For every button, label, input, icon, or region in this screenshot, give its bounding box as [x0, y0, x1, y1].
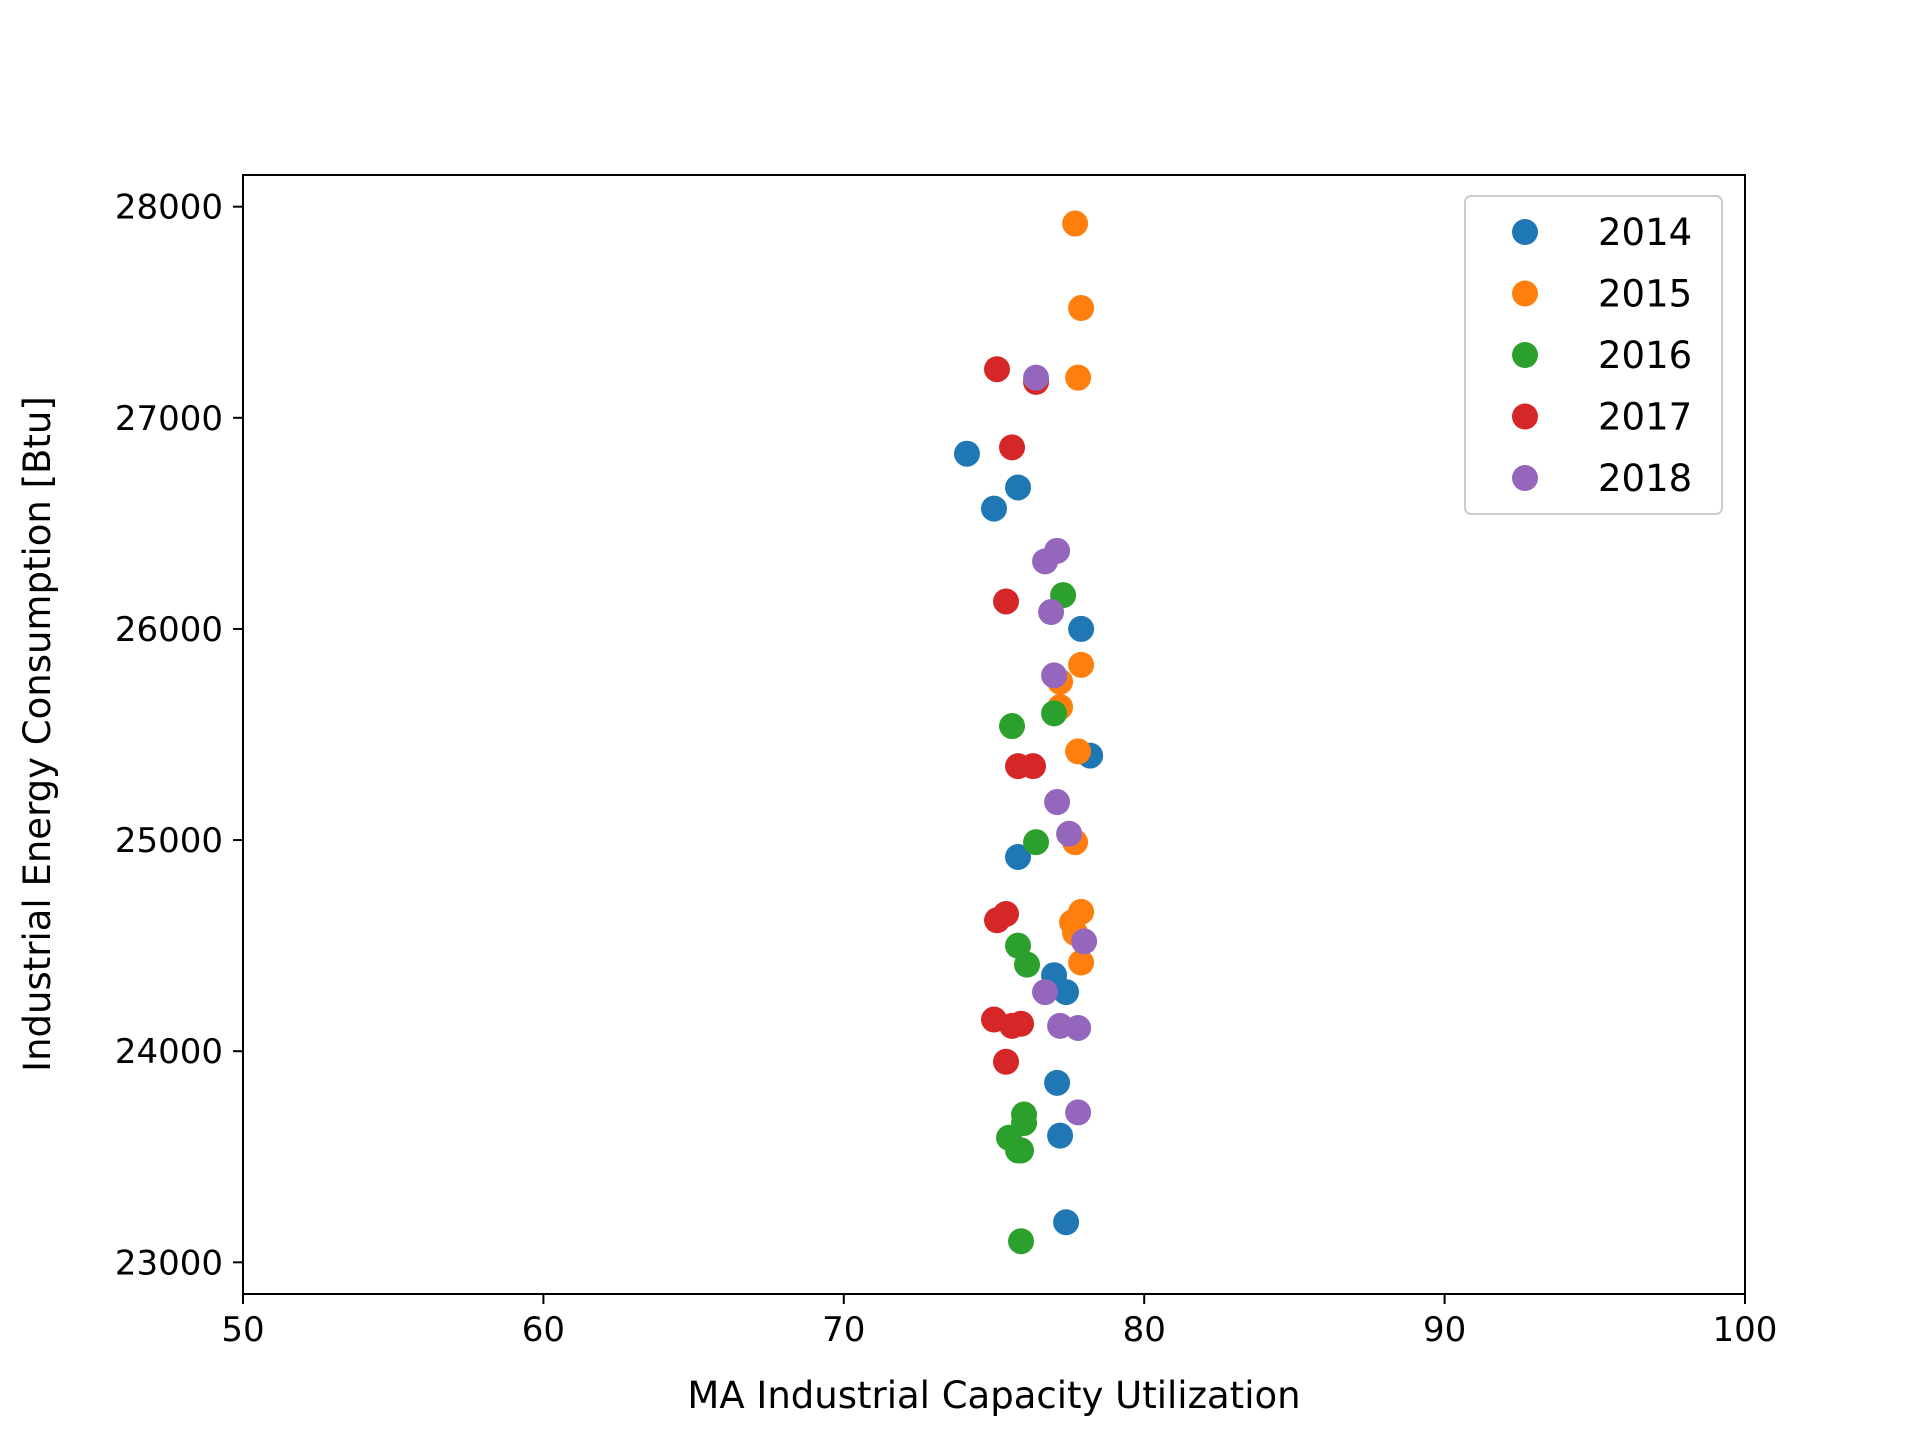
data-point-2018 — [1065, 1014, 1092, 1041]
x-tick-label: 80 — [1123, 1310, 1166, 1350]
data-point-2017 — [993, 900, 1020, 927]
y-tick-label: 25000 — [115, 821, 223, 861]
data-point-2014 — [953, 440, 980, 467]
legend-marker-2015 — [1512, 280, 1538, 307]
data-point-2014 — [1053, 1209, 1080, 1236]
data-point-2018 — [1056, 820, 1083, 847]
legend: 2014 2015 2016 2017 2018 — [1464, 195, 1723, 515]
x-axis-ticks: 50 60 70 80 90 100 — [221, 1294, 1777, 1350]
x-tick-label: 100 — [1713, 1310, 1778, 1350]
data-point-2016 — [1008, 1228, 1035, 1255]
data-point-2014 — [1005, 843, 1032, 870]
plot-area-frame — [242, 174, 1746, 1295]
legend-label-2015: 2015 — [1598, 273, 1692, 316]
data-point-2018 — [1044, 789, 1071, 816]
legend-label-2018: 2018 — [1598, 457, 1692, 500]
data-point-2017 — [1008, 1010, 1035, 1037]
data-point-2016 — [1008, 1137, 1035, 1164]
y-axis-label: Industrial Energy Consumption [Btu] — [16, 396, 59, 1072]
data-point-2018 — [1032, 979, 1059, 1006]
y-tick-label: 24000 — [115, 1032, 223, 1072]
legend-label-2017: 2017 — [1598, 396, 1692, 439]
data-points-layer — [953, 210, 1104, 1255]
y-tick-label: 26000 — [115, 610, 223, 650]
y-tick-label: 23000 — [115, 1243, 223, 1283]
data-point-2016 — [1041, 700, 1068, 727]
data-point-2017 — [993, 1048, 1020, 1075]
x-axis-label: MA Industrial Capacity Utilization — [687, 1374, 1300, 1417]
legend-entries: 2014 2015 2016 2017 2018 — [1512, 211, 1692, 500]
data-point-2016 — [1014, 951, 1041, 978]
data-point-2014 — [1047, 1122, 1074, 1149]
y-tick-label: 28000 — [115, 188, 223, 228]
x-tick-label: 90 — [1423, 1310, 1466, 1350]
data-point-2017 — [993, 588, 1020, 615]
legend-label-2014: 2014 — [1598, 211, 1692, 254]
legend-box — [1464, 195, 1723, 515]
data-point-2014 — [1044, 1069, 1071, 1096]
legend-marker-2018 — [1512, 465, 1538, 491]
data-point-2018 — [1023, 364, 1050, 391]
legend-label-2016: 2016 — [1598, 334, 1692, 377]
x-tick-label: 60 — [522, 1310, 565, 1350]
data-point-2014 — [1068, 615, 1095, 642]
data-point-2017 — [984, 356, 1011, 383]
y-axis-ticks: 23000 24000 25000 26000 27000 28000 — [115, 188, 243, 1283]
data-point-2017 — [999, 434, 1026, 461]
data-point-2015 — [1062, 210, 1089, 237]
data-point-2018 — [1065, 1099, 1092, 1126]
data-point-2018 — [1038, 599, 1065, 626]
data-point-2017 — [1020, 753, 1047, 780]
data-point-2018 — [1071, 928, 1098, 955]
data-point-2018 — [1041, 662, 1068, 689]
data-point-2016 — [1023, 829, 1050, 856]
data-point-2014 — [1053, 979, 1080, 1006]
data-point-2015 — [1065, 738, 1092, 765]
x-tick-label: 50 — [221, 1310, 264, 1350]
legend-marker-2014 — [1512, 219, 1538, 245]
data-point-2015 — [1068, 295, 1095, 322]
data-point-2016 — [999, 713, 1026, 740]
data-point-2015 — [1065, 364, 1092, 391]
data-point-2018 — [1032, 548, 1059, 575]
data-point-2014 — [981, 495, 1007, 522]
data-point-2014 — [1005, 474, 1032, 501]
data-point-2015 — [1068, 651, 1095, 678]
x-tick-label: 70 — [822, 1310, 865, 1350]
legend-marker-2017 — [1512, 403, 1538, 430]
data-point-2015 — [1068, 949, 1095, 976]
y-tick-label: 27000 — [115, 399, 223, 439]
legend-marker-2016 — [1512, 342, 1538, 368]
